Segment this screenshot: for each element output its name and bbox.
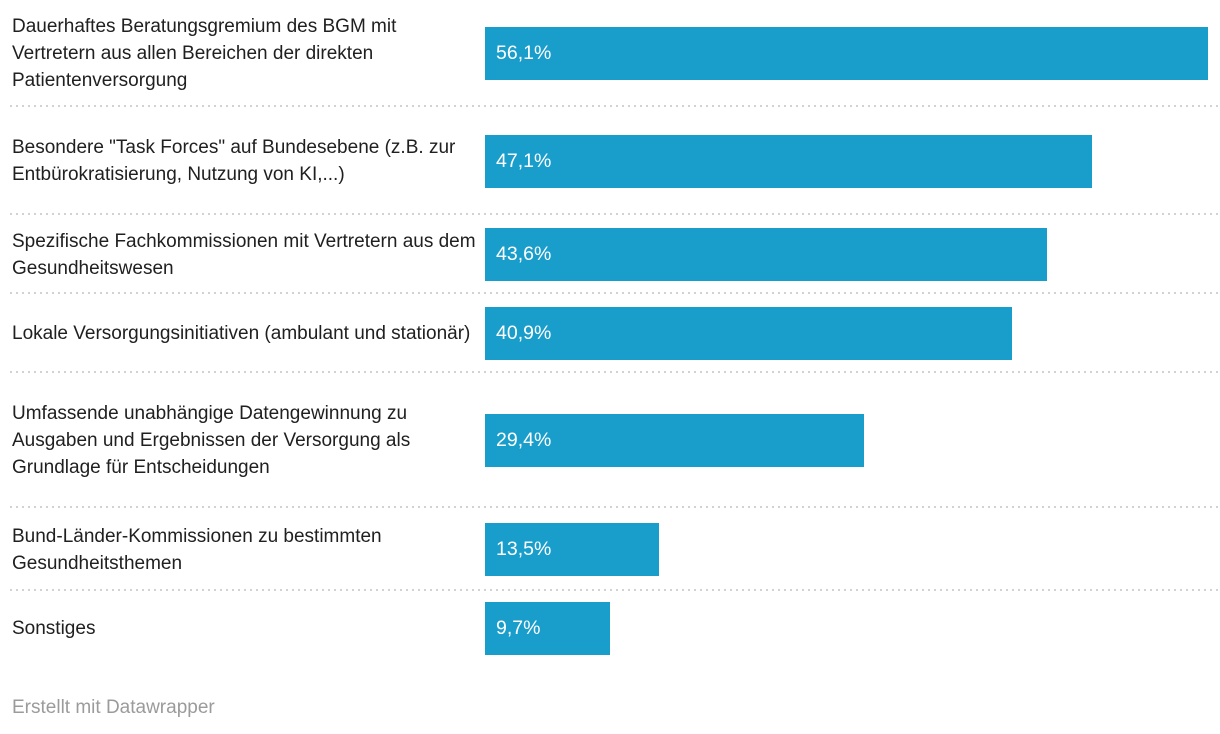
bar-area: 29,4%: [485, 414, 1220, 467]
category-label: Bund-Länder-Kommissionen zu bestimmten G…: [12, 525, 382, 574]
bar-value-label: 9,7%: [496, 616, 541, 639]
bar-value-label: 56,1%: [496, 42, 552, 64]
category-label: Besondere "Task Forces" auf Bundesebene …: [12, 137, 456, 185]
chart-row: Spezifische Fachkommissionen mit Vertret…: [0, 215, 1220, 294]
bar: 29,4%: [485, 414, 864, 467]
chart-row: Dauerhaftes Beratungsgremium des BGM mit…: [0, 0, 1220, 107]
bar-value-label: 29,4%: [496, 429, 552, 451]
chart-row: Besondere "Task Forces" auf Bundesebene …: [0, 107, 1220, 215]
datawrapper-attribution-link[interactable]: Erstellt mit Datawrapper: [12, 697, 215, 718]
bar-value-label: 47,1%: [496, 149, 552, 172]
bar-area: 13,5%: [485, 523, 1220, 576]
bar-value-label: 40,9%: [496, 322, 552, 344]
category-label: Sonstiges: [12, 617, 96, 639]
chart-row: Bund-Länder-Kommissionen zu bestimmten G…: [0, 508, 1220, 591]
chart-row: Umfassende unabhängige Datengewinnung zu…: [0, 373, 1220, 508]
bar-value-label: 13,5%: [496, 538, 552, 560]
bar-area: 40,9%: [485, 307, 1220, 360]
bar: 43,6%: [485, 228, 1047, 281]
bar-area: 47,1%: [485, 134, 1220, 188]
bar-value-label: 43,6%: [496, 243, 552, 265]
bar: 9,7%: [485, 601, 610, 655]
bar: 56,1%: [485, 27, 1208, 80]
category-label: Umfassende unabhängige Datengewinnung zu…: [12, 403, 411, 478]
chart-row: Sonstiges 9,7%: [0, 591, 1220, 665]
chart-row: Lokale Versorgungsinitiativen (ambulant …: [0, 294, 1220, 373]
bar-area: 9,7%: [485, 601, 1220, 655]
bar: 40,9%: [485, 307, 1013, 360]
bar: 13,5%: [485, 523, 659, 576]
bar: 47,1%: [485, 134, 1092, 188]
chart-rows: Dauerhaftes Beratungsgremium des BGM mit…: [0, 0, 1220, 665]
bar-area: 56,1%: [485, 27, 1220, 80]
bar-area: 43,6%: [485, 228, 1220, 281]
category-label: Lokale Versorgungsinitiativen (ambulant …: [12, 323, 471, 344]
category-label: Dauerhaftes Beratungsgremium des BGM mit…: [12, 16, 397, 91]
category-label: Spezifische Fachkommissionen mit Vertret…: [12, 230, 476, 279]
